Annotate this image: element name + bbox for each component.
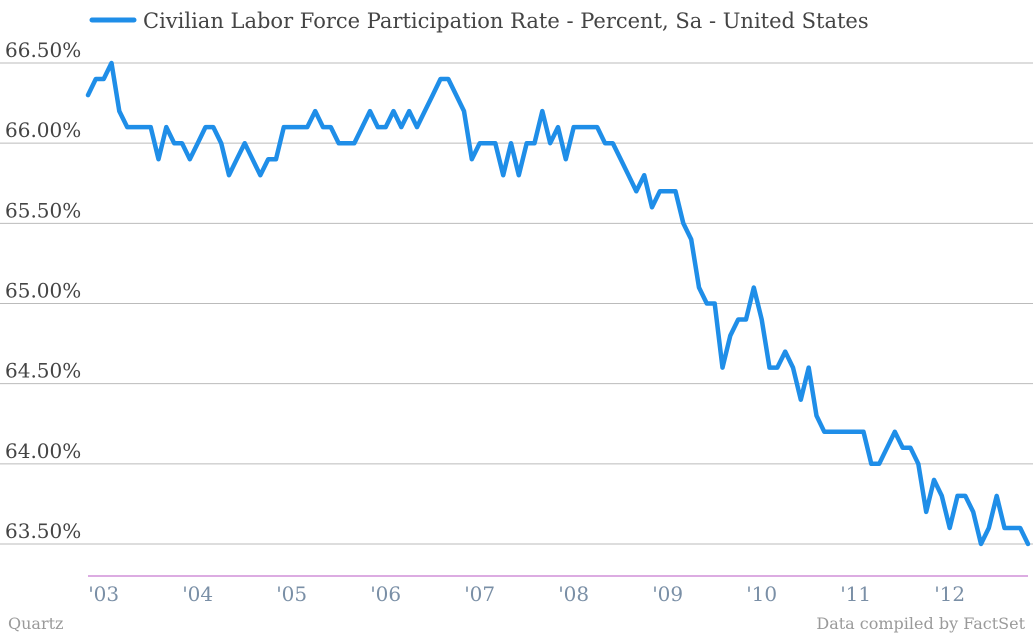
y-axis-ticks: 66.50% 66.00% 65.50% 65.00% 64.50% 64.00% 63.5… [5,38,81,543]
y-tick-label: 66.00% [5,118,81,142]
y-tick-label: 65.50% [5,198,81,222]
legend-label: Civilian Labor Force Participation Rate … [143,9,869,33]
x-axis-ticks: '03 '04 '05 '06 '07 '08 '09 '10 '11 '12 [88,582,965,606]
x-tick-label: '05 [276,582,307,606]
y-tick-label: 63.50% [5,519,81,543]
y-tick-label: 64.50% [5,359,81,383]
x-tick-label: '03 [88,582,119,606]
x-tick-label: '10 [746,582,777,606]
x-tick-label: '04 [182,582,213,606]
x-tick-label: '07 [464,582,495,606]
y-tick-label: 66.50% [5,38,81,62]
x-tick-label: '11 [840,582,871,606]
y-tick-label: 64.00% [5,439,81,463]
line-chart: 66.50% 66.00% 65.50% 65.00% 64.50% 64.00% 63.5… [0,9,1033,606]
x-tick-label: '08 [558,582,589,606]
x-tick-label: '12 [934,582,965,606]
legend: Civilian Labor Force Participation Rate … [89,9,869,33]
series-line [85,60,1031,547]
footer-source-left: Quartz [8,614,64,633]
footer-source-right: Data compiled by FactSet [816,614,1025,633]
x-tick-label: '06 [370,582,401,606]
y-tick-label: 65.00% [5,279,81,303]
x-tick-label: '09 [652,582,683,606]
series-group [85,60,1031,547]
